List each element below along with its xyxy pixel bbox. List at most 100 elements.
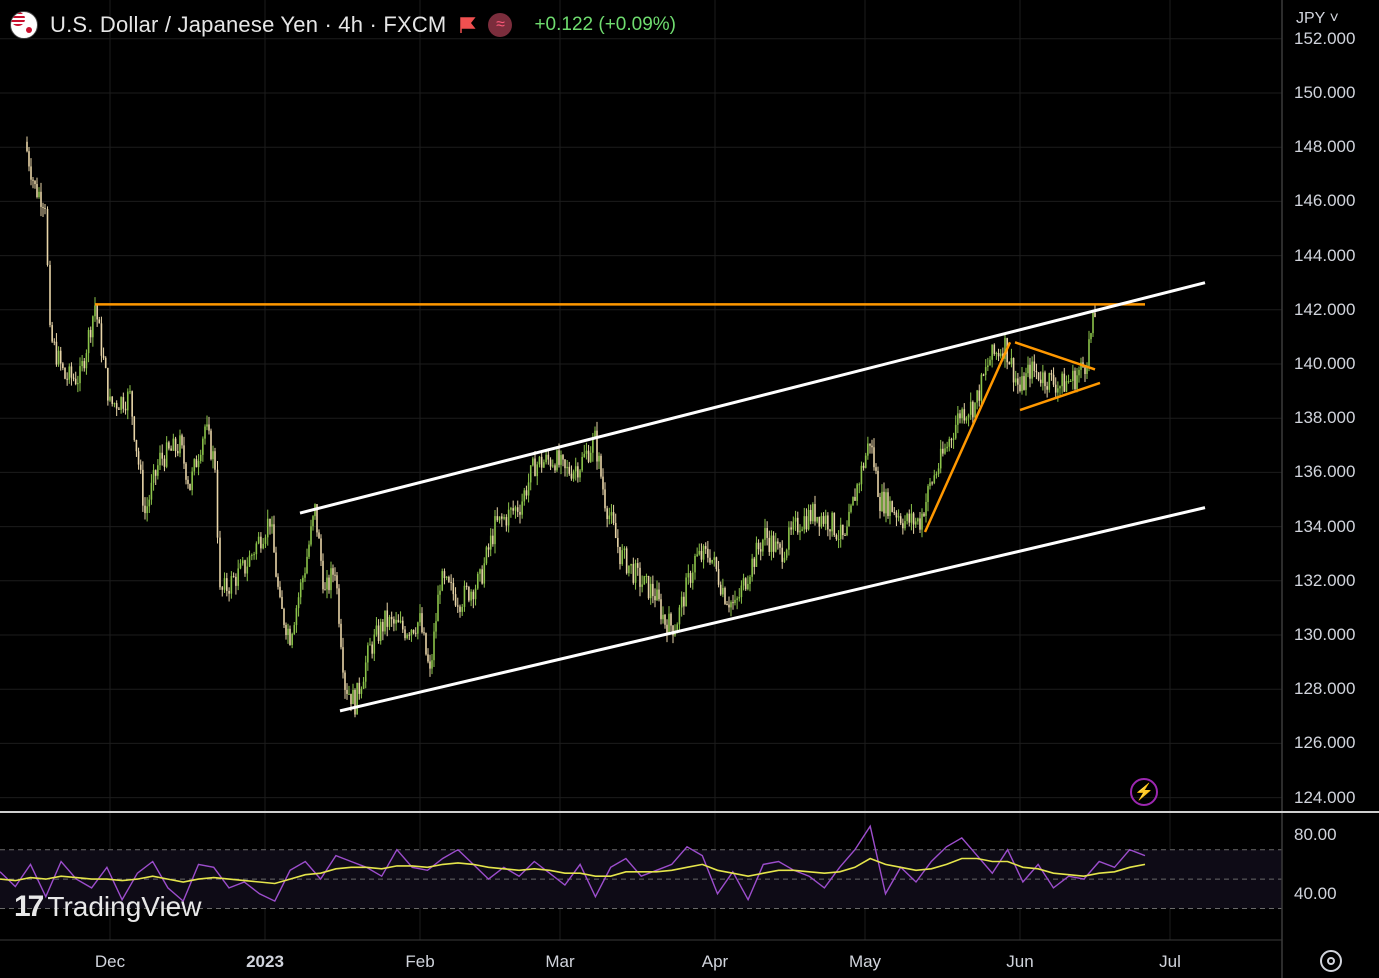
settings-icon[interactable] (1320, 950, 1342, 972)
candle (30, 166, 32, 180)
candle (165, 442, 168, 467)
candle (239, 563, 242, 569)
candle (295, 608, 298, 626)
candle (83, 361, 86, 369)
candle (1078, 369, 1080, 376)
candle (266, 518, 269, 538)
candle (414, 632, 417, 634)
candle (260, 536, 262, 549)
candle (66, 378, 68, 380)
candle (72, 377, 75, 379)
candle (1065, 381, 1068, 392)
candle (46, 208, 49, 265)
candle (889, 501, 891, 516)
candle (965, 417, 968, 421)
trend-drawings[interactable] (95, 281, 1206, 713)
candle (77, 383, 79, 385)
rsi-ma-line (0, 857, 1146, 885)
candle (452, 582, 455, 595)
candle (816, 516, 818, 522)
candle (269, 518, 271, 527)
lightning-icon[interactable]: ⚡ (1130, 778, 1158, 806)
candle (348, 693, 350, 695)
candle (921, 513, 923, 530)
candle (749, 576, 751, 584)
candle (219, 537, 221, 588)
candle (1080, 362, 1082, 370)
candle (212, 451, 214, 460)
time-tick-label: Mar (545, 952, 575, 971)
candle (148, 499, 151, 507)
candle (386, 610, 389, 627)
candle (592, 437, 594, 453)
candle (656, 589, 658, 601)
candle (68, 366, 71, 380)
candle (630, 563, 632, 566)
candle (369, 644, 371, 646)
rsi-line (0, 824, 1146, 903)
candle (299, 582, 302, 598)
candle (410, 629, 413, 636)
candle (912, 513, 915, 525)
channel-upper (299, 281, 1206, 515)
candle (738, 597, 741, 599)
candle (744, 578, 747, 590)
candle (159, 452, 161, 466)
candle (98, 319, 101, 324)
candle (208, 424, 210, 431)
candle (55, 341, 58, 365)
candle (676, 624, 679, 634)
candle (906, 513, 908, 522)
candle (445, 576, 448, 579)
candle (562, 455, 564, 460)
candle (356, 682, 358, 715)
candle (581, 456, 583, 471)
candle (993, 344, 996, 354)
wave-icon[interactable]: ≈ (488, 13, 513, 37)
candle (848, 511, 850, 527)
candle (1052, 374, 1055, 385)
candle (306, 556, 308, 574)
candle (1057, 388, 1059, 393)
candle (246, 566, 249, 574)
candle (844, 535, 846, 537)
candle (829, 529, 831, 532)
candle (540, 456, 543, 468)
candle (377, 625, 380, 641)
candle (176, 451, 179, 454)
candle (672, 625, 674, 636)
candle (87, 329, 90, 354)
candle (168, 442, 170, 449)
candle (568, 466, 571, 474)
symbol-title[interactable]: U.S. Dollar / Japanese Yen · 4h · FXCM (50, 12, 447, 37)
candle (51, 325, 53, 342)
candle (933, 475, 936, 483)
candle (666, 624, 668, 635)
candle (179, 435, 181, 454)
candle (308, 544, 310, 557)
candle (566, 466, 568, 469)
candle (877, 470, 879, 497)
candle (572, 471, 575, 479)
currency-selector[interactable]: JPY ˅ (1296, 10, 1339, 28)
candle (751, 558, 753, 577)
candle (371, 644, 373, 654)
candle (459, 606, 461, 612)
candle (632, 563, 635, 583)
candle (972, 401, 974, 418)
flag-icon[interactable] (458, 16, 477, 34)
candle (505, 517, 508, 526)
candle (1012, 358, 1015, 383)
candle (281, 596, 283, 609)
candle (774, 541, 777, 552)
candle (927, 486, 929, 502)
candle (189, 483, 191, 491)
candle (285, 624, 287, 635)
candle (144, 505, 146, 514)
candle (126, 391, 129, 411)
candle (1023, 376, 1025, 390)
candle (740, 585, 743, 598)
candle (257, 536, 260, 544)
candle (570, 473, 573, 479)
